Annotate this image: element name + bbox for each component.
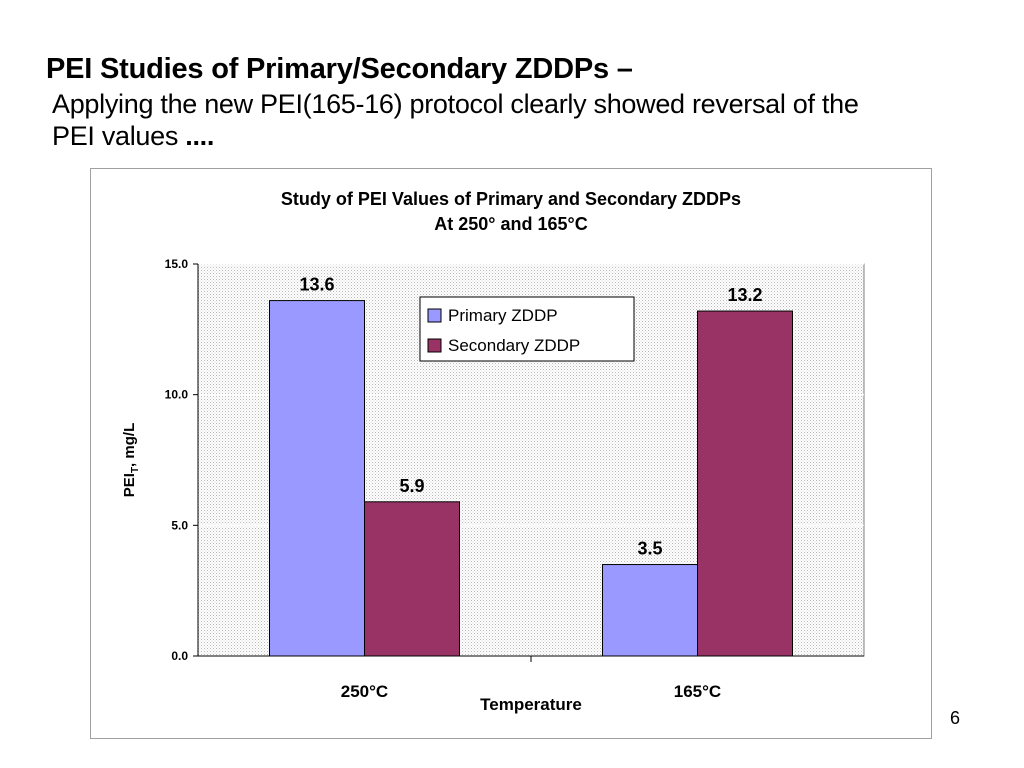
bar-1-1	[697, 310, 793, 657]
legend-label: Primary ZDDP	[448, 306, 558, 325]
chart-subtitle: At 250° and 165°C	[434, 214, 588, 234]
data-label: 13.6	[299, 275, 334, 295]
subtitle-ellipsis: ....	[185, 121, 215, 151]
chart-title-block: Study of PEI Values of Primary and Secon…	[90, 187, 932, 237]
legend-swatch	[427, 338, 442, 353]
chart-title: Study of PEI Values of Primary and Secon…	[280, 189, 742, 209]
legend-box	[419, 296, 635, 362]
x-tick-label: 250°C	[341, 682, 388, 701]
x-axis-label: Temperature	[480, 695, 582, 714]
data-label: 3.5	[637, 539, 662, 559]
y-axis-label-main: PEI	[121, 473, 138, 497]
page-number: 6	[950, 708, 961, 728]
y-axis-label-unit: , mg/L	[121, 423, 138, 467]
y-axis-label: PEIT, mg/L	[121, 423, 141, 497]
x-tick-label: 165°C	[674, 682, 721, 701]
y-axis-label-subscript: T	[130, 467, 141, 473]
y-tick-label: 10.0	[165, 388, 189, 402]
bar-1-0	[364, 501, 460, 657]
y-tick-label: 5.0	[171, 518, 188, 532]
bar-0-0	[269, 300, 365, 657]
bar-0-1	[602, 564, 698, 657]
subtitle-text: Applying the new PEI(165-16) protocol cl…	[52, 89, 859, 151]
data-label: 13.2	[727, 285, 762, 305]
y-tick-label: 0.0	[171, 649, 188, 663]
y-tick-label: 15.0	[165, 257, 189, 271]
legend-swatch	[427, 308, 442, 323]
data-label: 5.9	[399, 476, 424, 496]
legend-label: Secondary ZDDP	[448, 336, 580, 355]
slide-subtitle: Applying the new PEI(165-16) protocol cl…	[52, 88, 872, 152]
slide-title: PEI Studies of Primary/Secondary ZDDPs –	[46, 53, 633, 85]
